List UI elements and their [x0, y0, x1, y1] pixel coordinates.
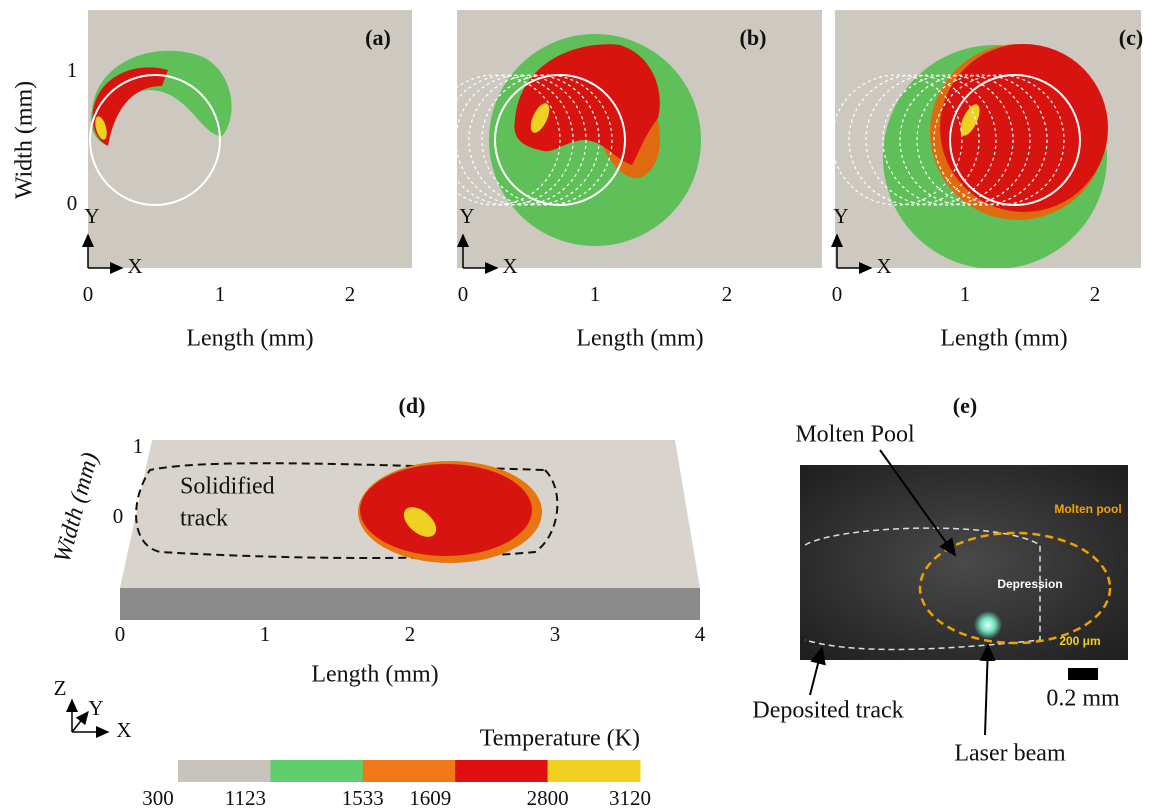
image-label: 200 μm: [1059, 634, 1100, 648]
x-tick-label: 0: [458, 282, 469, 306]
colorbar-tick-label: 3120: [609, 786, 651, 810]
axis-name: X: [502, 254, 517, 278]
panel-c: [832, 10, 1141, 269]
panel-a: [88, 10, 412, 268]
panel-label: (c): [1119, 25, 1143, 50]
colorbar-segment: [363, 760, 456, 782]
colorbar-tick-label: 2800: [527, 786, 569, 810]
x-tick-label: 0: [832, 282, 843, 306]
callout: Laser beam: [954, 741, 1066, 767]
x-tick-label: 2: [405, 622, 416, 646]
annotation: track: [180, 506, 228, 532]
melt-zone: [360, 464, 532, 556]
micrograph: [800, 465, 1128, 660]
y-tick-label: 1: [67, 58, 78, 82]
image-label: Molten pool: [1054, 502, 1121, 516]
x-tick-label: 2: [722, 282, 733, 306]
y-axis-label: Width (mm): [49, 450, 103, 566]
laser-spot: [974, 611, 1002, 639]
axis-name: Y: [88, 696, 103, 720]
block-side: [120, 588, 700, 620]
scale-label: 0.2 mm: [1046, 686, 1120, 712]
x-tick-label: 2: [1090, 282, 1101, 306]
y-axis-label: Width (mm): [12, 81, 38, 199]
axis-name: X: [127, 254, 142, 278]
colorbar-segment: [455, 760, 548, 782]
colorbar-segment: [270, 760, 363, 782]
callout: Deposited track: [752, 698, 903, 724]
domain: [88, 10, 412, 268]
colorbar-tick-label: 1609: [409, 786, 451, 810]
colorbar-tick-label: 300: [142, 786, 174, 810]
colorbar-tick-label: 1533: [342, 786, 384, 810]
colorbar-title: Temperature (K): [480, 726, 640, 752]
x-tick-label: 1: [960, 282, 971, 306]
panel-label: (b): [740, 25, 767, 50]
x-tick-label: 0: [83, 282, 94, 306]
x-tick-label: 4: [695, 622, 706, 646]
scale-bar: [1068, 668, 1098, 680]
x-tick-label: 3: [550, 622, 561, 646]
panel-label: (d): [399, 393, 426, 418]
x-tick-label: 1: [260, 622, 271, 646]
axis-arrow: [72, 712, 88, 732]
x-tick-label: 1: [215, 282, 226, 306]
colorbar-segment: [178, 760, 271, 782]
annotation: Solidified: [180, 474, 275, 500]
panel-label: (a): [365, 25, 391, 50]
image-label: Depression: [997, 577, 1062, 591]
colorbar-segment: [548, 760, 641, 782]
y-tick-label: 0: [113, 504, 124, 528]
x-tick-label: 0: [115, 622, 126, 646]
callout: Molten Pool: [795, 422, 915, 448]
x-axis-label: Length (mm): [311, 662, 438, 688]
panel-label: (e): [953, 393, 977, 418]
y-tick-label: 0: [67, 191, 78, 215]
panel-e: (e) Molten pool Depression 200 μm Molten…: [752, 393, 1128, 766]
colorbar-tick-label: 1123: [225, 786, 266, 810]
x-tick-label: 1: [590, 282, 601, 306]
panel-d: (d) Solidified track Width (mm) 1 0 0 1 …: [49, 393, 705, 742]
axis-name: Y: [459, 204, 474, 228]
figure: (a) 0 1 2 Length (mm) Width (mm) 0 1 Y X…: [0, 0, 1157, 812]
axis-name: Y: [833, 204, 848, 228]
axis-name: X: [876, 254, 891, 278]
colorbar: Temperature (K) 300 1123 1533 1609 2800 3120: [142, 726, 651, 810]
axis-name: Z: [54, 676, 67, 700]
x-axis-label: Length (mm): [940, 326, 1067, 352]
x-axis-label: Length (mm): [186, 326, 313, 352]
x-tick-label: 2: [345, 282, 356, 306]
axis-name: X: [116, 718, 131, 742]
axis-name: Y: [84, 204, 99, 228]
y-tick-label: 1: [133, 434, 144, 458]
x-axis-label: Length (mm): [576, 326, 703, 352]
